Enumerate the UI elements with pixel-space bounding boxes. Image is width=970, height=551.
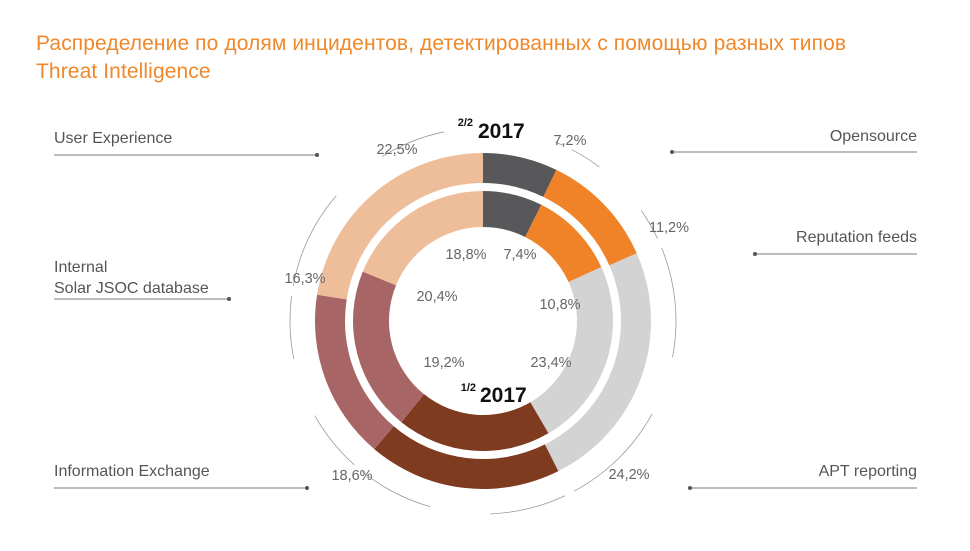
- legend-label-apt-reporting: APT reporting: [819, 463, 917, 480]
- outer-pct-label-information-exchange: 18,6%: [331, 468, 372, 484]
- inner-ring-segment-opensource: [483, 190, 542, 237]
- chart-title-line1: Распределение по долям инцидентов, детек…: [36, 32, 847, 55]
- legend-label-internal: Internal: [54, 259, 107, 276]
- outer-ring-segment-user-experience: [317, 153, 483, 300]
- inner-pct-label-internal-db: 20,4%: [416, 289, 457, 305]
- outer-period-year: 2017: [478, 120, 525, 143]
- outer-period-label-bg: [444, 113, 538, 143]
- inner-period-year: 2017: [480, 384, 527, 407]
- inner-pct-label-opensource: 7,4%: [503, 247, 536, 263]
- inner-pct-label-apt-reporting: 23,4%: [530, 355, 571, 371]
- guide-arc-reputation-feeds-a: [571, 149, 600, 168]
- guide-arc-user-experience-a: [292, 195, 337, 286]
- guide-arc-internal-db-b: [289, 295, 295, 360]
- legend-label-reputation-feeds: Reputation feeds: [796, 229, 917, 246]
- guide-arc-internal-db-a: [314, 415, 355, 466]
- guide-arc-apt-reporting-a: [661, 247, 677, 358]
- outer-pct-label-internal-db: 16,3%: [284, 271, 325, 287]
- chart-title-line2: Threat Intelligence: [36, 60, 211, 83]
- legend-leader-dot: [305, 486, 309, 490]
- outer-pct-label-reputation-feeds: 11,2%: [649, 220, 689, 236]
- guide-arc-information-exchange-a: [490, 495, 566, 515]
- inner-ring-segment-reputation-feeds: [525, 204, 602, 283]
- guide-arc-information-exchange-b: [361, 471, 431, 508]
- legend-leader-dot: [688, 486, 692, 490]
- guide-arc-opensource-b: [555, 141, 563, 146]
- legend-leader-dot: [753, 252, 757, 256]
- legend-label-opensource: Opensource: [830, 128, 917, 145]
- legend-leader-dot: [315, 153, 319, 157]
- legend-leader-dot: [227, 297, 231, 301]
- outer-ring-segment-information-exchange: [374, 426, 559, 490]
- inner-pct-label-information-exchange: 19,2%: [423, 355, 464, 371]
- guide-arcs: [289, 127, 677, 515]
- inner-ring-segment-information-exchange: [401, 394, 549, 451]
- outer-ring-segment-opensource: [483, 153, 557, 197]
- outer-pct-label-user-experience: 22,5%: [376, 142, 417, 158]
- legend-leader-dot: [670, 150, 674, 154]
- outer-period-sup: 2/2: [458, 117, 473, 129]
- inner-ring-segment-user-experience: [362, 191, 483, 286]
- legend-label-user-experience: User Experience: [54, 130, 172, 147]
- guide-arc-reputation-feeds-b: [640, 210, 658, 239]
- chart-title: Распределение по долям инцидентов, детек…: [36, 30, 936, 86]
- guide-arc-apt-reporting-b: [573, 413, 653, 492]
- period-labels: 2/2 2017 1/2 2017: [444, 113, 538, 407]
- inner-pct-label-reputation-feeds: 10,8%: [539, 297, 580, 313]
- legend-label-information-exchange: Information Exchange: [54, 463, 210, 480]
- donut-segments: [315, 153, 652, 490]
- outer-pct-label-apt-reporting: 24,2%: [608, 467, 649, 483]
- outer-ring-segment-apt-reporting: [544, 253, 652, 472]
- legend-label-solar-jsoc: Solar JSOC database: [54, 280, 209, 297]
- inner-ring-segment-internal-db: [353, 271, 424, 423]
- inner-pct-label-user-experience: 18,8%: [445, 247, 486, 263]
- outer-ring-segment-reputation-feeds: [543, 169, 637, 266]
- inner-ring-segment-apt-reporting: [530, 267, 613, 434]
- legend: User Experience Opensource Internal Sola…: [54, 128, 917, 490]
- percent-labels: 7,2% 11,2% 24,2% 18,6% 16,3% 22,5% 7,4% 10,8% 23…: [284, 133, 689, 484]
- outer-ring-segment-internal-db: [315, 294, 394, 450]
- outer-pct-label-opensource: 7,2%: [553, 133, 586, 149]
- inner-period-sup: 1/2: [461, 382, 476, 394]
